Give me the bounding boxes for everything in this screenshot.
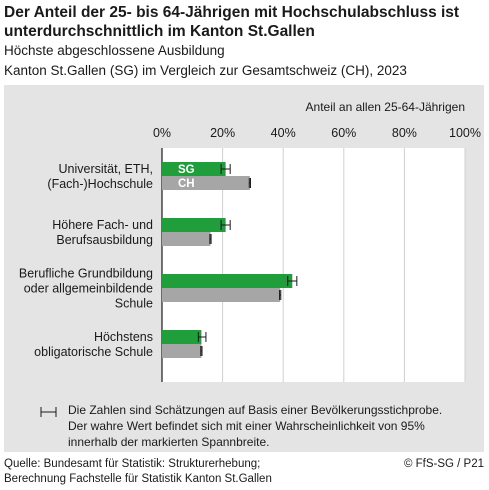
x-tick-label: 100% [449, 126, 481, 140]
source-line-2: Berechnung Fachstelle für Statistik Kant… [4, 473, 272, 485]
category-label: (Fach-)Hochschule [47, 177, 153, 191]
legend-note-line: innerhalb der markierten Spannbreite. [68, 435, 269, 449]
category-label: Schule [115, 297, 153, 311]
category-label: Berufsausbildung [56, 233, 153, 247]
bar-sg [162, 330, 202, 344]
chart-subtitle-region: Kanton St.Gallen (SG) im Vergleich zur G… [4, 63, 407, 78]
category-label: Höhere Fach- und [52, 218, 153, 232]
bar-ch [162, 288, 281, 302]
bar-ch [162, 232, 211, 246]
x-tick-label: 80% [392, 126, 417, 140]
x-tick-label: 20% [210, 126, 235, 140]
source-line-1: Quelle: Bundesamt für Statistik: Struktu… [4, 458, 261, 470]
category-label: Berufliche Grundbildung [19, 267, 153, 281]
bar-ch [162, 176, 250, 190]
bar-ch [162, 344, 202, 358]
legend-note-line: Die Zahlen sind Schätzungen auf Basis ei… [68, 403, 442, 417]
chart-subtitle: Höchste abgeschlossene Ausbildung [4, 43, 225, 58]
chart-panel: 0% 20% 40% 60% 80% 100% Anteil an allen 25-64-… [4, 85, 484, 452]
category-label: Universität, ETH, [59, 162, 153, 176]
copyright: © FfS-SG / P21 [403, 458, 484, 470]
chart-title: Der Anteil der 25- bis 64-Jährigen mit H… [4, 4, 460, 40]
category-label: obligatorische Schule [34, 345, 153, 359]
bar-sg [162, 162, 226, 176]
bar-chart: 0% 20% 40% 60% 80% 100% Anteil an allen 25-64-… [19, 100, 481, 449]
bar-sg [162, 218, 226, 232]
axis-title: Anteil an allen 25-64-Jährigen [306, 100, 465, 114]
legend-note-line: Der wahre Wert befindet sich mit einer W… [68, 419, 425, 433]
series-label-sg: SG [178, 164, 195, 176]
x-tick-label: 40% [271, 126, 296, 140]
bar-sg [162, 274, 293, 288]
x-tick-label: 0% [153, 126, 171, 140]
source-note: Quelle: Bundesamt für Statistik: Struktu… [4, 457, 272, 487]
category-label: Höchstens [94, 330, 153, 344]
series-label-ch: CH [178, 178, 195, 190]
category-label: oder allgemeinbildende [24, 282, 153, 296]
x-tick-label: 60% [331, 126, 356, 140]
